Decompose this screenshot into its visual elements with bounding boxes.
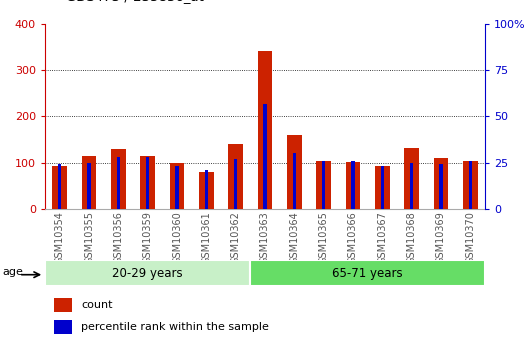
Text: GSM10367: GSM10367: [377, 211, 387, 264]
Bar: [54, 298, 72, 312]
Bar: [54, 320, 72, 334]
Bar: [170, 162, 184, 209]
Bar: [58, 165, 61, 209]
Bar: [175, 166, 179, 209]
Bar: [346, 162, 360, 209]
Text: GSM10356: GSM10356: [113, 211, 123, 264]
Bar: [111, 149, 126, 209]
Text: 65-71 years: 65-71 years: [332, 267, 403, 280]
Text: GSM10361: GSM10361: [201, 211, 211, 264]
Bar: [410, 162, 413, 209]
Bar: [205, 170, 208, 209]
Bar: [146, 157, 149, 209]
Text: age: age: [2, 267, 23, 277]
Bar: [469, 161, 472, 209]
Text: GSM10355: GSM10355: [84, 211, 94, 264]
Bar: [293, 153, 296, 209]
Bar: [87, 162, 91, 209]
Bar: [228, 144, 243, 209]
Bar: [263, 104, 267, 209]
Bar: [250, 260, 485, 286]
Text: GSM10365: GSM10365: [319, 211, 329, 264]
Text: GSM10360: GSM10360: [172, 211, 182, 264]
Bar: [351, 161, 355, 209]
Text: GSM10362: GSM10362: [231, 211, 241, 264]
Text: GSM10366: GSM10366: [348, 211, 358, 264]
Bar: [199, 172, 214, 209]
Bar: [439, 165, 443, 209]
Bar: [322, 161, 325, 209]
Text: GSM10363: GSM10363: [260, 211, 270, 264]
Text: GSM10359: GSM10359: [143, 211, 153, 264]
Bar: [381, 166, 384, 209]
Bar: [117, 157, 120, 209]
Bar: [287, 135, 302, 209]
Text: GSM10354: GSM10354: [55, 211, 65, 264]
Bar: [434, 158, 448, 209]
Bar: [316, 161, 331, 209]
Bar: [375, 166, 390, 209]
Bar: [463, 161, 478, 209]
Bar: [258, 51, 272, 209]
Bar: [82, 156, 96, 209]
Bar: [45, 260, 250, 286]
Bar: [234, 159, 237, 209]
Text: GSM10368: GSM10368: [407, 211, 417, 264]
Text: GSM10364: GSM10364: [289, 211, 299, 264]
Bar: [140, 156, 155, 209]
Text: GSM10369: GSM10369: [436, 211, 446, 264]
Text: GSM10370: GSM10370: [465, 211, 475, 264]
Bar: [52, 166, 67, 209]
Text: GDS473 / 235836_at: GDS473 / 235836_at: [66, 0, 204, 3]
Text: 20-29 years: 20-29 years: [112, 267, 183, 280]
Text: count: count: [81, 300, 112, 310]
Text: percentile rank within the sample: percentile rank within the sample: [81, 322, 269, 332]
Bar: [404, 148, 419, 209]
